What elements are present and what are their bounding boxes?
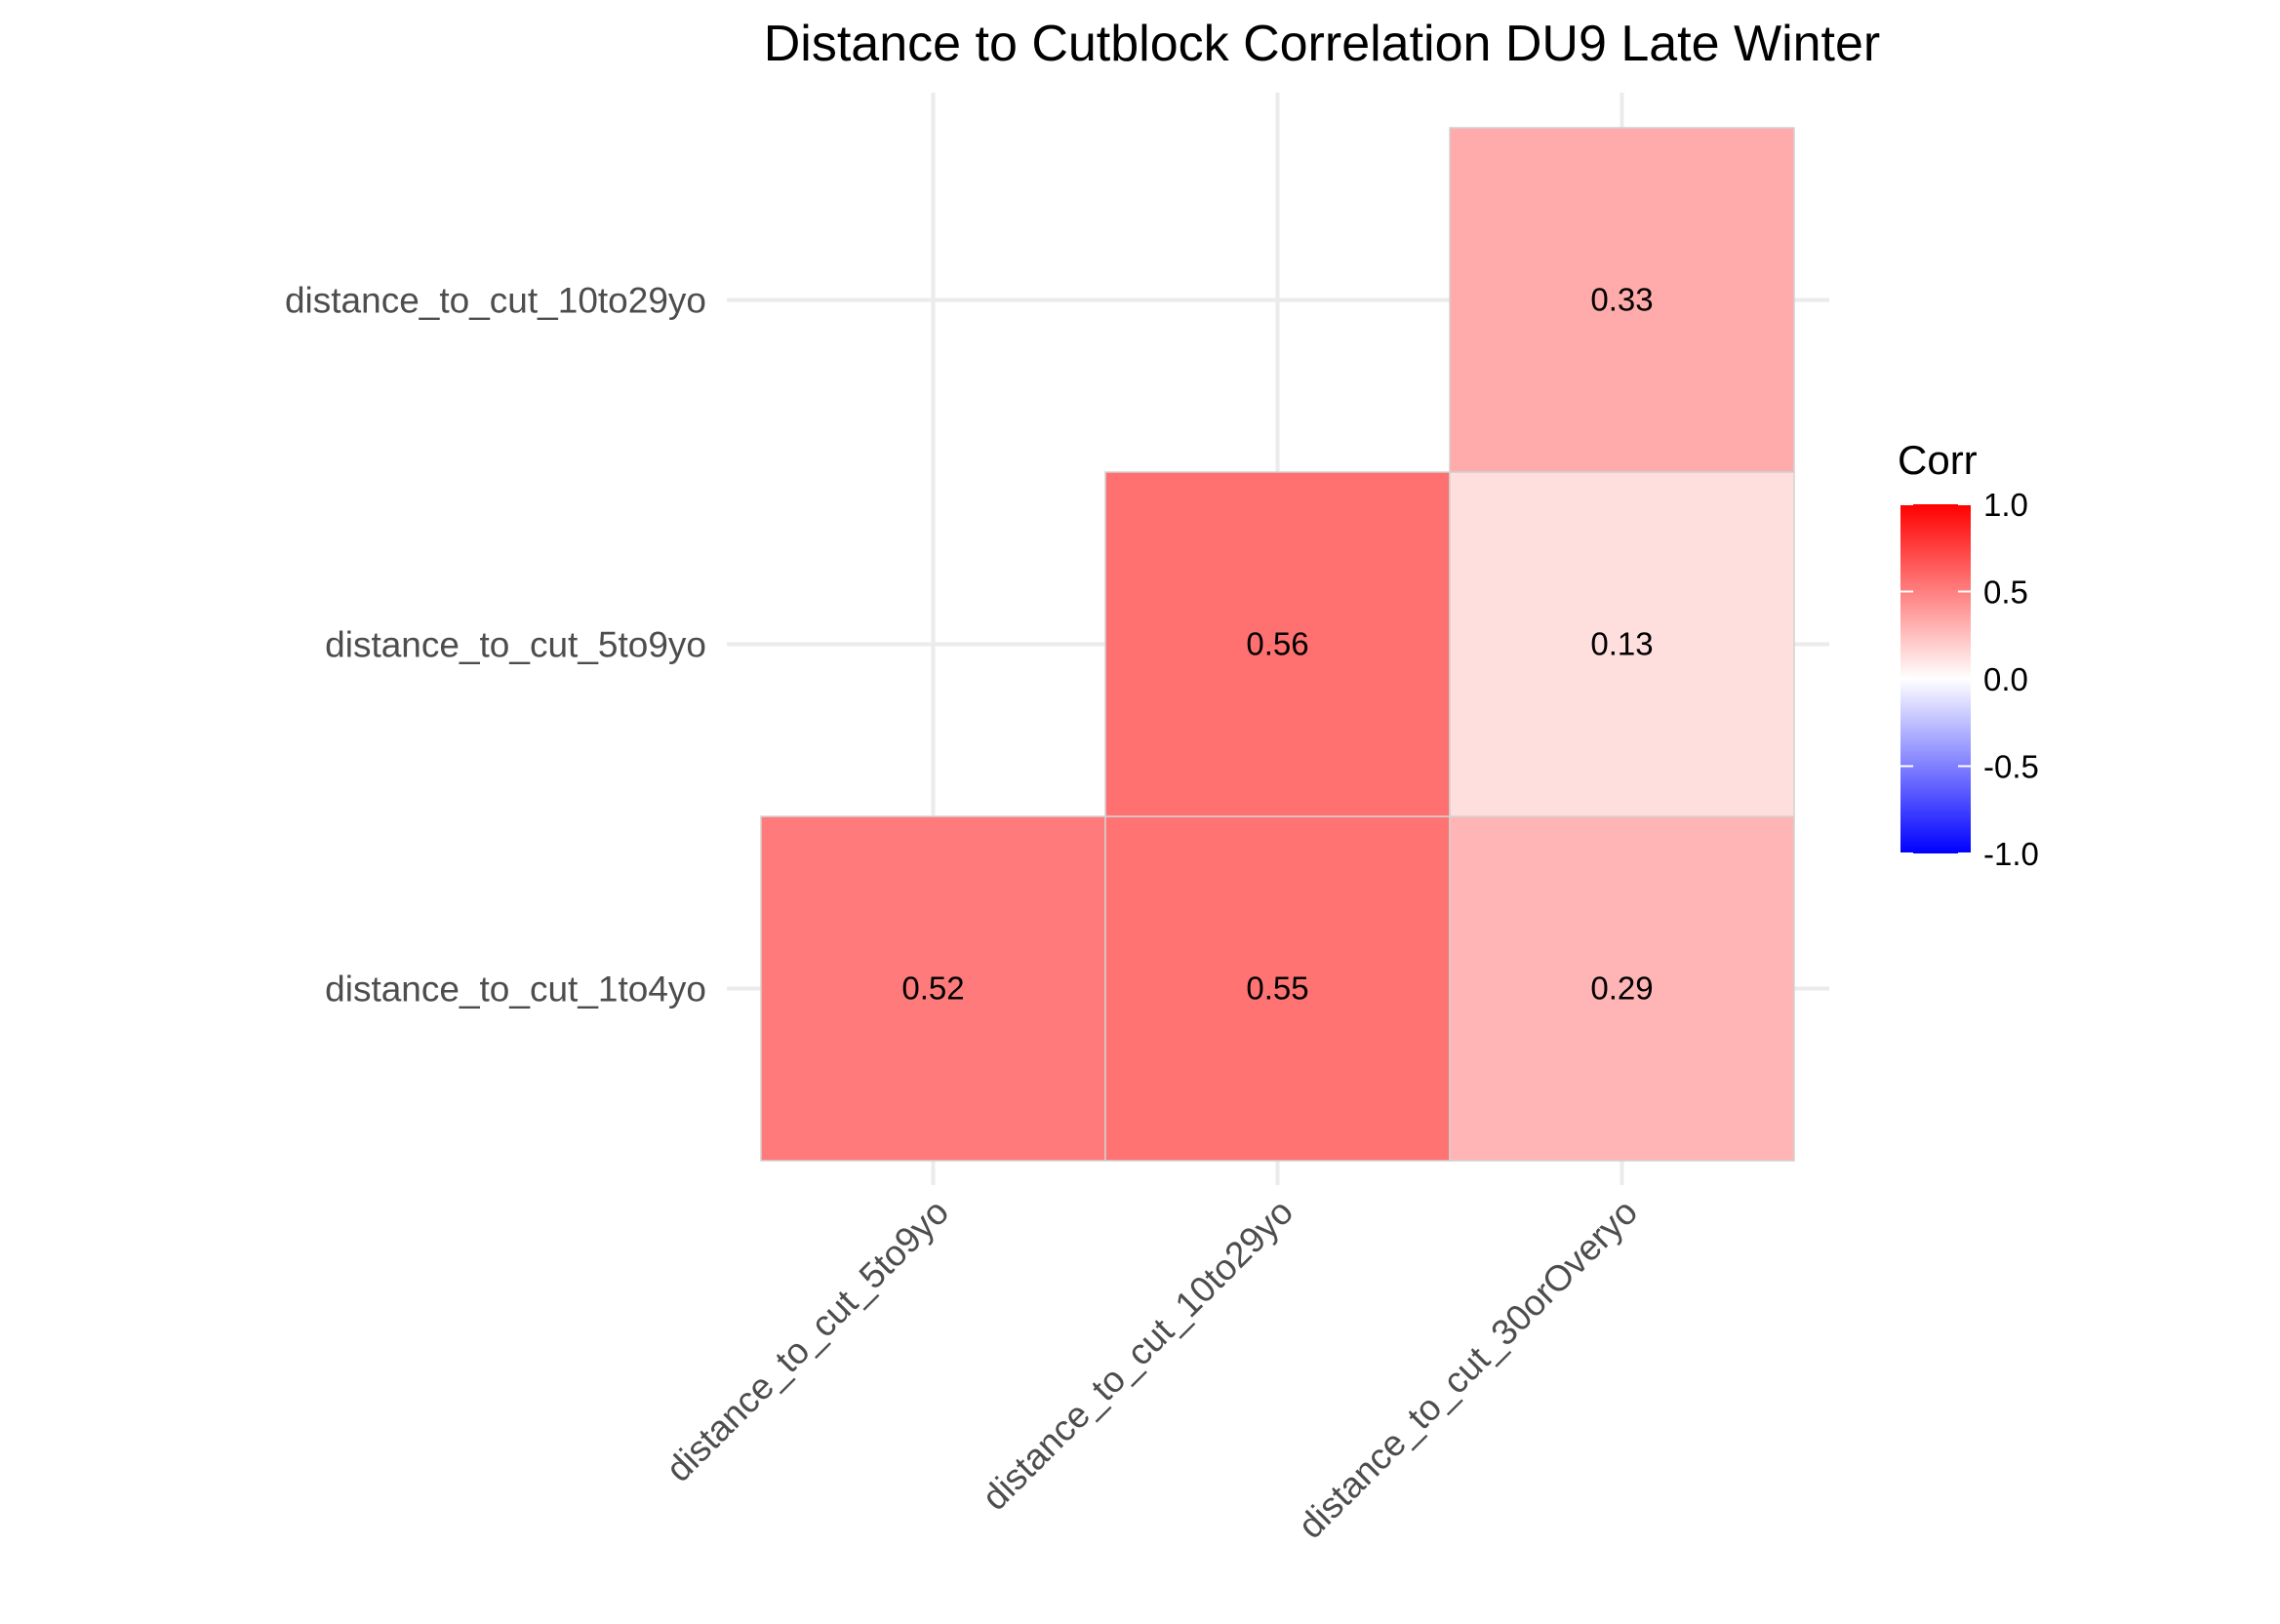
heatmap-cells: 0.52 0.55 0.29 0.56 0.13 0.33: [760, 127, 1795, 1162]
legend: Corr 1.0 0.5 0.0 -0.5 -1.0: [1898, 437, 2039, 872]
y-axis: distance_to_cut_1to4yo distance_to_cut_5t…: [285, 281, 706, 1010]
x-tick-label: distance_to_cut_10to29yo: [975, 1192, 1300, 1518]
heatmap-cell-label: 0.29: [1590, 970, 1653, 1007]
legend-tick-label: 0.5: [1983, 574, 2028, 611]
heatmap-cell-label: 0.33: [1590, 282, 1653, 318]
legend-title: Corr: [1898, 437, 1978, 483]
legend-tick-label: -0.5: [1983, 749, 2039, 785]
legend-tick-label: 1.0: [1983, 487, 2028, 523]
heatmap-cell: 0.56: [1104, 471, 1451, 817]
heatmap-cell-rect: [760, 815, 1106, 1162]
heatmap-cell-label: 0.13: [1590, 626, 1653, 662]
heatmap-cell: 0.13: [1449, 471, 1795, 817]
x-tick-label: distance_to_cut_5to9yo: [659, 1192, 956, 1489]
chart-title: Distance to Cutblock Correlation DU9 Lat…: [764, 16, 1880, 72]
heatmap-cell: 0.55: [1104, 815, 1451, 1162]
heatmap-cell-rect: [1104, 471, 1451, 817]
heatmap-cell-label: 0.55: [1246, 970, 1308, 1007]
y-tick-label: distance_to_cut_10to29yo: [285, 281, 706, 321]
heatmap-cell-label: 0.52: [901, 970, 964, 1007]
heatmap-cell-label: 0.56: [1246, 626, 1308, 662]
x-tick-label: distance_to_cut_30orOveryo: [1291, 1192, 1646, 1547]
heatmap-cell-rect: [1104, 815, 1451, 1162]
legend-tick-label: 0.0: [1983, 661, 2028, 697]
heatmap-cell: 0.52: [760, 815, 1106, 1162]
heatmap-cell: 0.29: [1449, 815, 1795, 1162]
heatmap-cell: 0.33: [1449, 127, 1795, 473]
y-tick-label: distance_to_cut_5to9yo: [325, 625, 706, 665]
heatmap-cell-rect: [1449, 127, 1795, 473]
heatmap-cell-rect: [1449, 471, 1795, 817]
y-tick-label: distance_to_cut_1to4yo: [325, 970, 706, 1010]
legend-tick-label: -1.0: [1983, 836, 2039, 872]
x-axis: distance_to_cut_5to9yo distance_to_cut_10…: [659, 1192, 1645, 1547]
legend-ticks: 1.0 0.5 0.0 -0.5 -1.0: [1900, 487, 2039, 872]
